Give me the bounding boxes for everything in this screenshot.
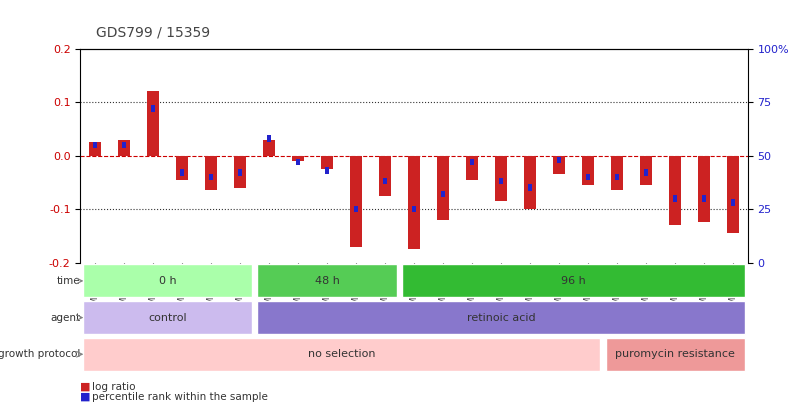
Bar [147,92,158,156]
Bar [669,156,680,225]
Bar [296,159,300,165]
Bar [698,156,709,222]
Bar [495,156,506,201]
Text: control: control [148,313,186,322]
Bar [639,156,651,185]
FancyBboxPatch shape [257,264,396,297]
Text: 0 h: 0 h [158,276,176,286]
Text: ■: ■ [80,392,91,402]
Bar [524,156,536,209]
Text: no selection: no selection [308,349,375,359]
Bar [556,157,560,163]
FancyBboxPatch shape [84,301,251,334]
Bar [411,206,416,212]
Bar [205,156,217,190]
Bar [701,195,706,202]
Bar [238,169,242,176]
Bar [672,195,676,202]
Bar [610,156,622,190]
Bar [121,142,126,148]
FancyBboxPatch shape [402,264,744,297]
FancyBboxPatch shape [84,338,599,371]
Text: time: time [57,276,80,286]
Bar [324,167,328,174]
Bar [267,135,271,142]
Bar [499,178,503,184]
Bar [552,156,565,174]
FancyBboxPatch shape [605,338,744,371]
Bar [528,184,532,191]
Bar [382,178,387,184]
Bar [353,206,358,212]
FancyBboxPatch shape [257,301,744,334]
Text: ■: ■ [80,382,91,392]
Text: 48 h: 48 h [314,276,339,286]
Bar [89,142,100,156]
Text: growth protocol: growth protocol [0,349,80,359]
Text: GDS799 / 15359: GDS799 / 15359 [96,26,210,39]
Bar [291,156,304,161]
Bar [234,156,246,188]
Bar [466,156,477,180]
Bar [263,140,275,156]
Bar [727,156,738,233]
Bar [118,140,129,156]
Text: percentile rank within the sample: percentile rank within the sample [92,392,268,402]
Bar [730,199,735,206]
Bar [408,156,419,249]
Bar [585,174,589,180]
FancyBboxPatch shape [84,264,251,297]
Bar [92,142,97,148]
Bar [614,174,618,180]
Bar [151,105,155,112]
Bar [581,156,593,185]
Bar [469,159,474,165]
Bar [209,174,213,180]
Text: 96 h: 96 h [560,276,585,286]
Text: puromycin resistance: puromycin resistance [614,349,734,359]
Bar [350,156,361,247]
Bar [379,156,390,196]
Bar [643,169,647,176]
Bar [437,156,448,220]
Bar [440,191,445,197]
Bar [180,169,184,176]
Text: retinoic acid: retinoic acid [467,313,535,322]
Text: agent: agent [51,313,80,322]
Text: log ratio: log ratio [92,382,136,392]
Bar [176,156,188,180]
Bar [321,156,332,169]
